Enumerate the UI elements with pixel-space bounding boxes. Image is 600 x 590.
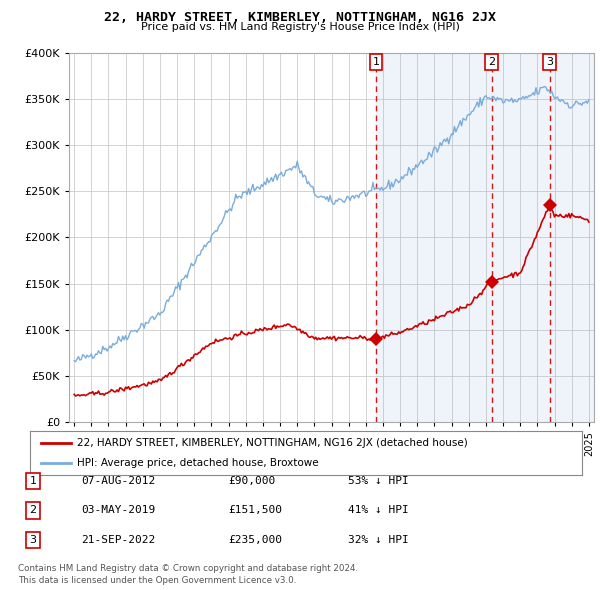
Text: 07-AUG-2012: 07-AUG-2012 (81, 476, 155, 486)
Text: 3: 3 (29, 535, 37, 545)
Text: HPI: Average price, detached house, Broxtowe: HPI: Average price, detached house, Brox… (77, 458, 319, 467)
Text: 2: 2 (29, 506, 37, 515)
Text: 53% ↓ HPI: 53% ↓ HPI (348, 476, 409, 486)
Text: Price paid vs. HM Land Registry's House Price Index (HPI): Price paid vs. HM Land Registry's House … (140, 22, 460, 32)
Text: £90,000: £90,000 (228, 476, 275, 486)
Bar (376, 53, 594, 422)
Text: 1: 1 (29, 476, 37, 486)
Text: 3: 3 (546, 57, 553, 67)
Text: 03-MAY-2019: 03-MAY-2019 (81, 506, 155, 515)
Text: 22, HARDY STREET, KIMBERLEY, NOTTINGHAM, NG16 2JX: 22, HARDY STREET, KIMBERLEY, NOTTINGHAM,… (104, 11, 496, 24)
Text: 32% ↓ HPI: 32% ↓ HPI (348, 535, 409, 545)
Text: This data is licensed under the Open Government Licence v3.0.: This data is licensed under the Open Gov… (18, 576, 296, 585)
Text: £235,000: £235,000 (228, 535, 282, 545)
Text: 2: 2 (488, 57, 495, 67)
Text: 41% ↓ HPI: 41% ↓ HPI (348, 506, 409, 515)
Text: £151,500: £151,500 (228, 506, 282, 515)
Text: Contains HM Land Registry data © Crown copyright and database right 2024.: Contains HM Land Registry data © Crown c… (18, 564, 358, 573)
Text: 1: 1 (373, 57, 380, 67)
Text: 21-SEP-2022: 21-SEP-2022 (81, 535, 155, 545)
Text: 22, HARDY STREET, KIMBERLEY, NOTTINGHAM, NG16 2JX (detached house): 22, HARDY STREET, KIMBERLEY, NOTTINGHAM,… (77, 438, 467, 448)
